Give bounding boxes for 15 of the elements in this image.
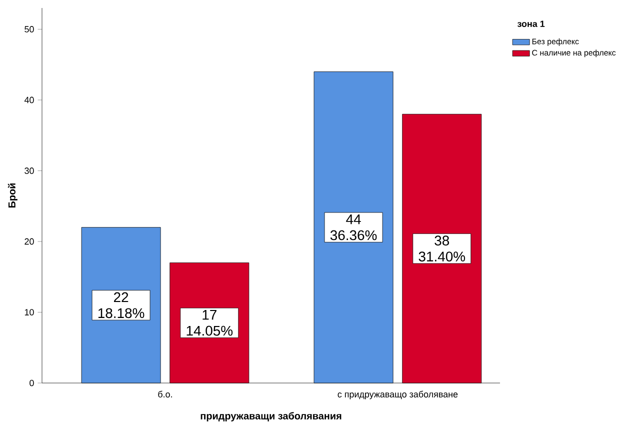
data-label: 38 31.40%	[418, 236, 466, 262]
y-tick-label: 40	[24, 96, 34, 104]
y-tick-label: 20	[24, 238, 34, 245]
y-tick-label: 50	[24, 26, 34, 32]
y-axis-title: Брой	[8, 183, 18, 208]
y-tick-label: 0	[30, 380, 34, 386]
data-label: 22 18.18%	[98, 292, 144, 318]
y-tick-label: 30	[24, 168, 34, 174]
y-tick-label: 10	[24, 309, 34, 316]
x-axis-title: придружаващи заболявания	[200, 412, 342, 422]
legend-title: зона 1	[518, 20, 545, 27]
x-tick-label: с придружаващо заболяване	[338, 390, 458, 400]
x-tick-label: б.о.	[158, 390, 172, 398]
data-label: 44 36.36%	[330, 214, 377, 240]
data-label: 17 14.05%	[186, 310, 233, 336]
